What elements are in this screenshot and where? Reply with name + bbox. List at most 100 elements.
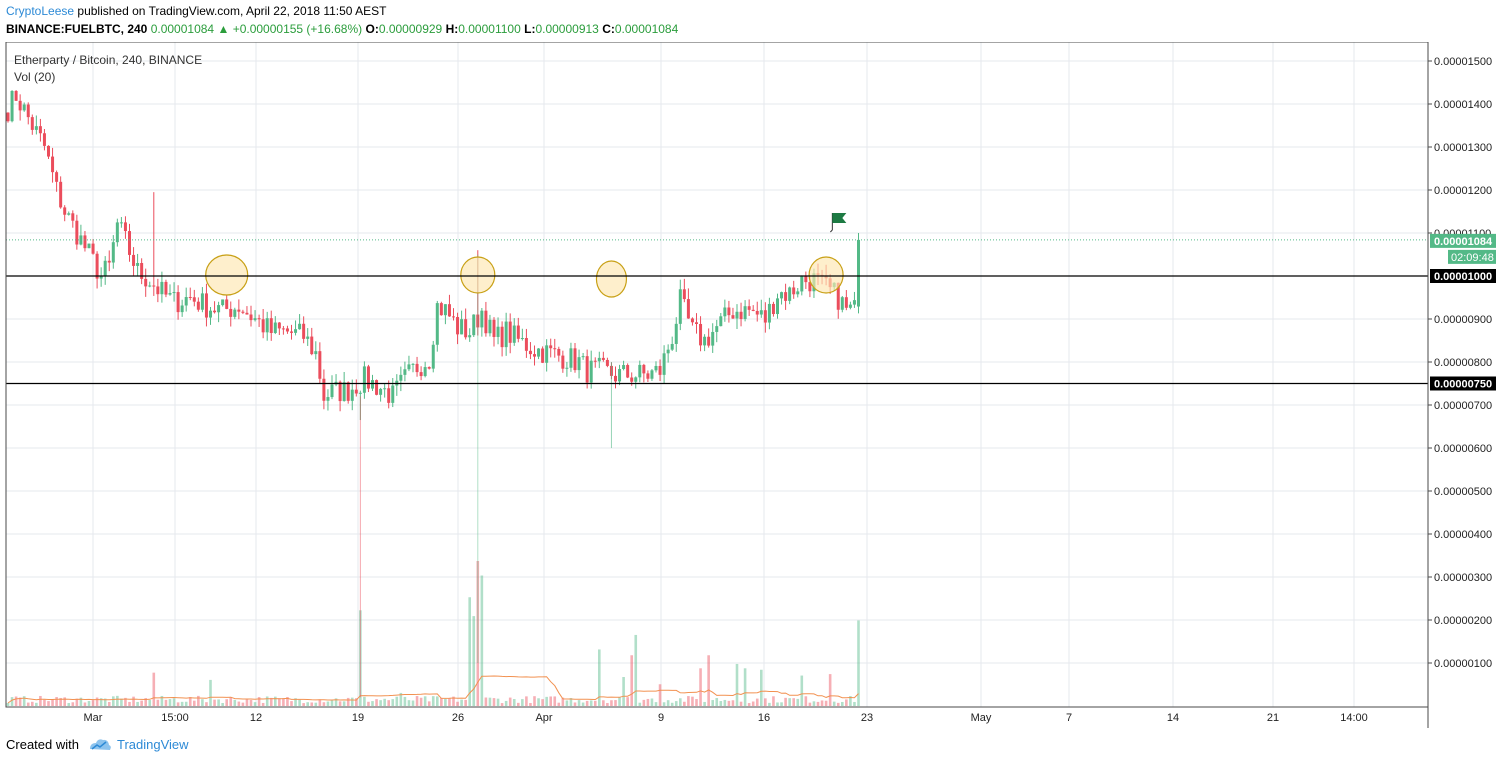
price-tags: 0.00001084 02:09:48 0.00001000 0.00000750 <box>1430 233 1496 391</box>
candle-body <box>38 126 42 134</box>
tradingview-logo-icon[interactable] <box>88 737 112 753</box>
candle-body <box>763 310 767 323</box>
time-tick-label: 14:00 <box>1340 712 1368 724</box>
candle-body <box>427 367 431 369</box>
volume-bar <box>500 703 504 706</box>
price-chart[interactable]: 0.00001500 0.00001400 0.00001300 0.00001200… <box>0 42 1504 728</box>
volume-bar <box>545 696 548 706</box>
price-tick-label: 0.00000500 <box>1434 486 1492 498</box>
candle-body <box>59 181 63 208</box>
time-tick-label: 12 <box>250 712 262 724</box>
volume-bar <box>148 700 152 706</box>
volume-bar <box>436 696 439 706</box>
candle-body <box>196 301 200 310</box>
candle-body <box>654 365 658 371</box>
volume-bar <box>581 702 585 706</box>
time-axis[interactable]: Mar 15:00 12 19 26 Apr 9 16 23 May 7 14 21 14:00 <box>84 712 1368 724</box>
price-tick-label: 0.00000800 <box>1434 357 1492 369</box>
candle-body <box>91 243 95 254</box>
volume-bar <box>47 701 50 706</box>
volume-bar <box>569 698 573 706</box>
time-tick-label: 26 <box>452 712 464 724</box>
volume-bar <box>83 702 87 706</box>
chart-background <box>0 42 1504 728</box>
volume-bar <box>342 701 346 706</box>
candle-body <box>249 314 253 321</box>
candle-body <box>168 293 172 295</box>
price-axis[interactable]: 0.00001500 0.00001400 0.00001300 0.00001200… <box>1428 56 1492 670</box>
volume-bar <box>112 696 115 706</box>
symbol-label: BINANCE:FUELBTC, 240 <box>6 22 148 36</box>
candle-body <box>229 308 233 317</box>
candle-body <box>399 374 403 381</box>
candle-body <box>306 336 310 339</box>
volume-bar <box>529 703 532 706</box>
volume-bar <box>201 699 204 706</box>
volume-bar <box>95 697 99 706</box>
price-tick-label: 0.00000100 <box>1434 658 1492 670</box>
candle-body <box>136 263 140 266</box>
candle-body <box>233 309 237 317</box>
volume-bar <box>845 699 848 706</box>
candle-body <box>545 345 549 363</box>
volume-bar <box>99 698 103 706</box>
candle-body <box>840 297 844 310</box>
candle-body <box>593 360 597 362</box>
volume-bar <box>711 700 714 706</box>
volume-bar <box>160 695 164 706</box>
volume-bar <box>662 702 666 706</box>
candle-body <box>128 231 131 255</box>
time-tick-label: 9 <box>658 712 664 724</box>
volume-bar <box>193 700 196 706</box>
candle-body <box>504 321 508 348</box>
candle-body <box>569 348 573 368</box>
volume-bar <box>103 698 107 706</box>
volume-bar <box>440 697 443 706</box>
volume-bar <box>132 696 135 706</box>
volume-bar <box>257 697 261 706</box>
publication-line: CryptoLeese published on TradingView.com… <box>6 4 386 18</box>
time-tick-label: 19 <box>352 712 364 724</box>
volume-bar <box>533 696 536 706</box>
price-tick-label: 0.00000300 <box>1434 572 1492 584</box>
volume-bar <box>496 698 500 706</box>
horizontal-lines[interactable] <box>6 239 1428 385</box>
candle-body <box>213 310 217 313</box>
volume-bar <box>695 699 698 706</box>
volume-bar <box>626 697 629 706</box>
volume-bar <box>419 697 423 706</box>
time-tick-label: 14 <box>1167 712 1179 724</box>
volume-bar <box>310 702 314 706</box>
volume-bar <box>233 699 237 706</box>
candle-body <box>281 328 285 330</box>
volume-bar <box>674 701 678 706</box>
volume-bar <box>468 597 471 706</box>
candle-body <box>784 292 788 301</box>
volume-bar <box>225 699 228 706</box>
volume-bar <box>828 674 832 706</box>
author-link[interactable]: CryptoLeese <box>6 4 75 18</box>
candle-body <box>79 235 83 245</box>
candle-body <box>630 377 634 382</box>
chart-legend-title: Etherparty / Bitcoin, 240, BINANCE <box>14 53 202 67</box>
volume-bar <box>553 696 557 706</box>
candle-body <box>686 299 690 319</box>
candle-body <box>63 207 67 215</box>
volume-bar <box>772 696 775 706</box>
candle-body <box>322 378 326 401</box>
volume-bar <box>128 701 131 706</box>
candle-body <box>14 90 18 101</box>
candle-body <box>711 331 715 346</box>
candle-body <box>573 348 577 371</box>
candle-body <box>585 356 589 383</box>
candle-body <box>115 222 119 243</box>
volume-bar <box>427 701 431 706</box>
candle-body <box>456 317 460 335</box>
volume-bar <box>857 620 860 706</box>
volume-bar <box>75 698 79 706</box>
candle-body <box>6 112 10 122</box>
volume-bar <box>654 702 658 706</box>
countdown-bg <box>1448 249 1496 264</box>
tradingview-link[interactable]: TradingView <box>117 737 189 752</box>
volume-bar <box>144 698 147 706</box>
